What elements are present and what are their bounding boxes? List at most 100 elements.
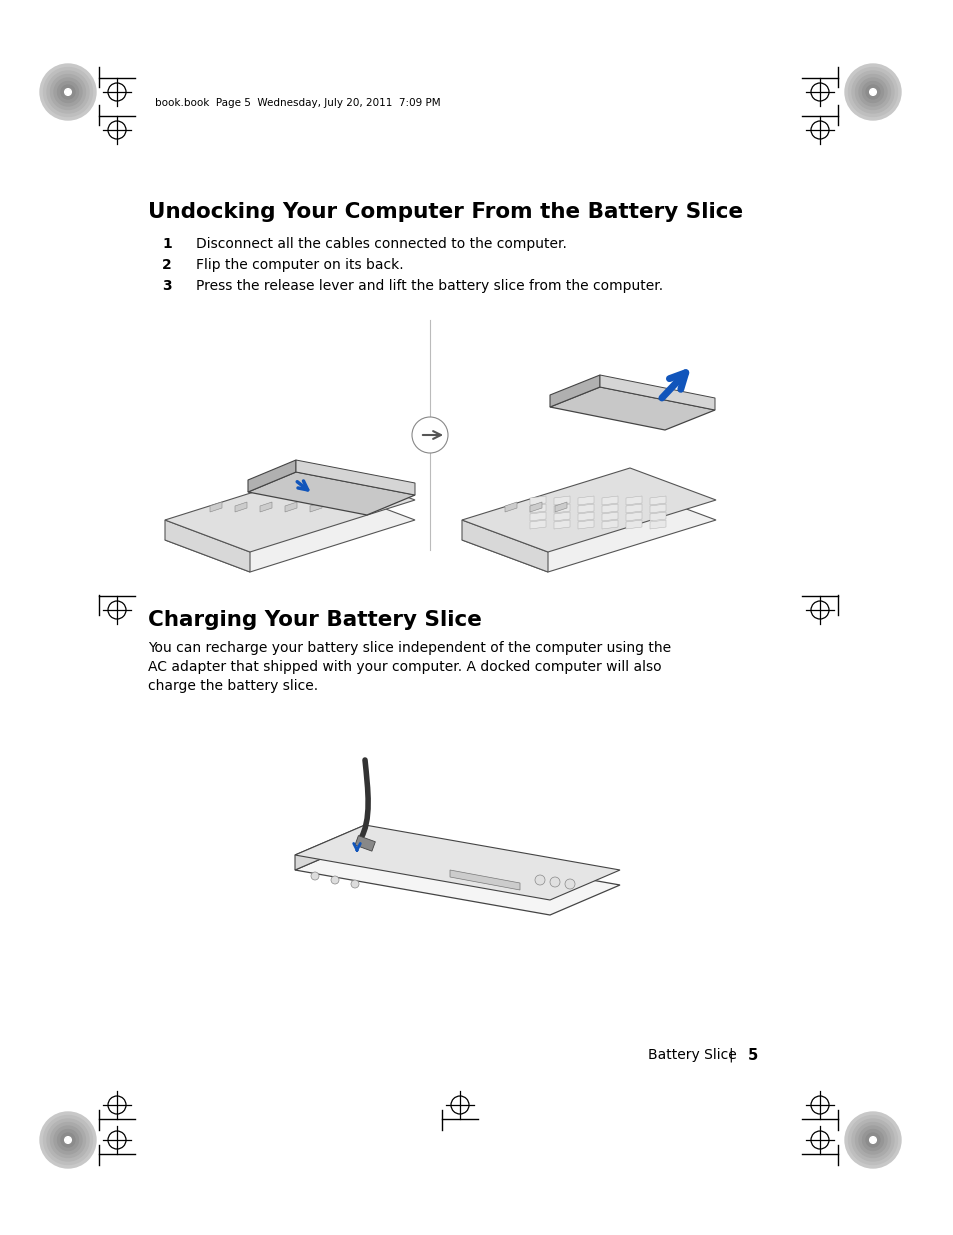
Circle shape <box>331 876 338 884</box>
Circle shape <box>40 64 96 120</box>
Polygon shape <box>530 520 545 529</box>
Polygon shape <box>165 520 250 572</box>
Circle shape <box>858 1126 886 1153</box>
Polygon shape <box>294 825 365 869</box>
Polygon shape <box>530 501 541 513</box>
Polygon shape <box>555 501 566 513</box>
Circle shape <box>869 1136 876 1144</box>
Text: |: | <box>727 1047 732 1062</box>
Polygon shape <box>294 825 619 900</box>
Polygon shape <box>649 496 665 505</box>
Text: Battery Slice: Battery Slice <box>647 1049 736 1062</box>
Circle shape <box>844 1112 900 1168</box>
Polygon shape <box>530 504 545 513</box>
Polygon shape <box>294 840 619 915</box>
Circle shape <box>412 417 448 453</box>
Circle shape <box>51 74 86 110</box>
Polygon shape <box>550 387 714 430</box>
Text: 2: 2 <box>162 258 172 272</box>
Polygon shape <box>578 504 594 513</box>
Polygon shape <box>530 513 545 521</box>
Polygon shape <box>625 504 641 513</box>
Circle shape <box>65 89 71 95</box>
Polygon shape <box>554 504 569 513</box>
Polygon shape <box>295 459 415 495</box>
Circle shape <box>47 70 89 112</box>
Polygon shape <box>461 488 716 572</box>
Polygon shape <box>578 520 594 529</box>
Circle shape <box>351 881 358 888</box>
Polygon shape <box>260 501 272 513</box>
Text: 5: 5 <box>747 1047 758 1062</box>
Text: AC adapter that shipped with your computer. A docked computer will also: AC adapter that shipped with your comput… <box>148 659 661 674</box>
Bar <box>355 836 375 851</box>
Circle shape <box>868 89 876 95</box>
Text: charge the battery slice.: charge the battery slice. <box>148 679 317 693</box>
Circle shape <box>865 1132 879 1147</box>
Circle shape <box>44 1115 92 1165</box>
Circle shape <box>847 1115 897 1165</box>
Text: Disconnect all the cables connected to the computer.: Disconnect all the cables connected to t… <box>195 237 566 251</box>
Polygon shape <box>234 501 247 513</box>
Circle shape <box>51 1123 86 1157</box>
Text: Press the release lever and lift the battery slice from the computer.: Press the release lever and lift the bat… <box>195 279 662 293</box>
Text: You can recharge your battery slice independent of the computer using the: You can recharge your battery slice inde… <box>148 641 670 655</box>
Circle shape <box>844 64 900 120</box>
Polygon shape <box>625 520 641 529</box>
Polygon shape <box>554 496 569 505</box>
Text: Flip the computer on its back.: Flip the computer on its back. <box>195 258 403 272</box>
Circle shape <box>54 78 82 106</box>
Polygon shape <box>578 513 594 521</box>
Polygon shape <box>461 520 547 572</box>
Circle shape <box>535 876 544 885</box>
Circle shape <box>851 1119 893 1161</box>
Circle shape <box>855 1123 889 1157</box>
Circle shape <box>868 1136 876 1144</box>
Polygon shape <box>165 488 415 572</box>
Circle shape <box>869 89 876 95</box>
Polygon shape <box>625 513 641 521</box>
Circle shape <box>65 1136 71 1144</box>
Polygon shape <box>554 513 569 521</box>
Circle shape <box>865 85 879 99</box>
Circle shape <box>862 1130 882 1151</box>
Polygon shape <box>649 520 665 529</box>
Circle shape <box>61 85 75 99</box>
Polygon shape <box>248 472 415 515</box>
Circle shape <box>44 68 92 116</box>
Polygon shape <box>649 513 665 521</box>
Polygon shape <box>504 501 517 513</box>
Circle shape <box>40 1112 96 1168</box>
Polygon shape <box>649 504 665 513</box>
Circle shape <box>54 1126 82 1153</box>
Polygon shape <box>578 496 594 505</box>
Text: book.book  Page 5  Wednesday, July 20, 2011  7:09 PM: book.book Page 5 Wednesday, July 20, 201… <box>154 98 440 107</box>
Polygon shape <box>285 501 296 513</box>
Text: 1: 1 <box>162 237 172 251</box>
Circle shape <box>862 82 882 103</box>
Circle shape <box>57 82 78 103</box>
Text: Charging Your Battery Slice: Charging Your Battery Slice <box>148 610 481 630</box>
Polygon shape <box>530 496 545 505</box>
Polygon shape <box>461 468 716 552</box>
Polygon shape <box>310 501 322 513</box>
Polygon shape <box>554 520 569 529</box>
Polygon shape <box>210 501 222 513</box>
Polygon shape <box>625 496 641 505</box>
Polygon shape <box>601 513 618 521</box>
Polygon shape <box>599 375 714 410</box>
Polygon shape <box>450 869 519 890</box>
Polygon shape <box>165 468 415 552</box>
Circle shape <box>61 1132 75 1147</box>
Polygon shape <box>601 496 618 505</box>
Polygon shape <box>601 520 618 529</box>
Circle shape <box>47 1119 89 1161</box>
Circle shape <box>851 70 893 112</box>
Polygon shape <box>550 375 599 408</box>
Circle shape <box>855 74 889 110</box>
Circle shape <box>57 1130 78 1151</box>
Circle shape <box>550 877 559 887</box>
Circle shape <box>65 89 71 95</box>
Polygon shape <box>248 459 295 492</box>
Circle shape <box>65 1136 71 1144</box>
